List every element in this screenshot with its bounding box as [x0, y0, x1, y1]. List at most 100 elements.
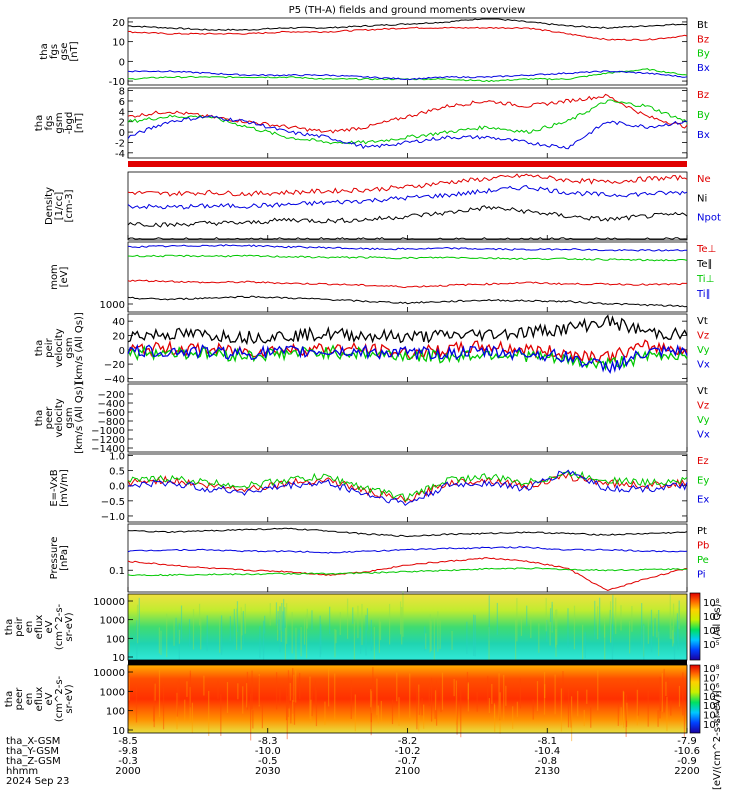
colorbar-label: [eV/(cm^2-s-sr-eV)]: [712, 690, 723, 790]
y-tick-label: -4: [115, 149, 125, 160]
series-temperature-te: [127, 295, 688, 308]
series-fgs_gse-bz: [127, 26, 688, 41]
y-axis-label-line: eV: [44, 692, 55, 705]
y-axis-label: E=-VxB[mV/m]: [49, 469, 70, 507]
y-axis-label-line: peer: [14, 687, 25, 711]
ephemeris-value: -10.6: [674, 746, 700, 757]
y-tick-label: −800: [98, 417, 125, 428]
y-tick-label: −1000: [91, 426, 125, 437]
ephemeris-value: -0.8: [537, 756, 557, 767]
y-tick-label: 1000: [100, 616, 125, 627]
ephemeris-value: -7.9: [677, 736, 697, 747]
panel-fgs_gse: thafgsgse[nT] 20 10 0 -10 Bt Bz By Bx: [39, 17, 710, 88]
series-efield-ez: [127, 473, 688, 504]
y-tick-label: −200: [98, 390, 125, 401]
y-tick-label: 1000: [100, 300, 125, 311]
colorbar-tick: 108: [703, 664, 720, 675]
y-tick-label: −20: [104, 360, 125, 371]
y-axis-label-line: (cm^2-s-: [54, 603, 65, 650]
y-axis-label-line: peir: [14, 616, 25, 636]
panel-frame: [127, 453, 688, 523]
series-density-ni: [127, 237, 688, 240]
series-pressure-pt: [127, 527, 688, 538]
ephemeris-value: 2100: [395, 766, 420, 777]
series-pressure-pb: [127, 557, 688, 592]
spectrogram: [128, 594, 687, 660]
legend-pb: Pb: [697, 541, 709, 552]
ephemeris-value: -10.0: [255, 746, 281, 757]
ephemeris-value: -8.5: [118, 736, 138, 747]
y-axis-label-line: tha: [4, 619, 15, 635]
y-tick-label: 10: [112, 726, 125, 737]
series-density-npot: [127, 184, 688, 210]
y-tick-label: 8: [119, 87, 125, 98]
colorbar-tick: 104: [703, 701, 720, 712]
colorbar-tick: 105: [703, 692, 720, 703]
legend-by: By: [697, 110, 710, 121]
spectrogram: [128, 665, 687, 733]
ephemeris-row-label: tha_Z-GSM: [6, 756, 61, 767]
figure-title: P5 (TH-A) fields and ground moments over…: [289, 5, 526, 16]
legend-pt: Pt: [697, 526, 707, 537]
legend-ti: Ti⊥: [696, 274, 714, 285]
legend-bx: Bx: [697, 130, 710, 141]
series-peir_velocity-vx: [127, 343, 688, 375]
y-tick-label: 100: [106, 707, 125, 718]
legend-ti: Ti∥: [696, 289, 711, 300]
panel-efield: E=-VxB[mV/m] 1.0 0.5 0.0 −0.5 −1.0 Ez Ey Ex: [49, 452, 709, 523]
series-temperature-te: [127, 279, 687, 289]
y-tick-label: 1000: [100, 687, 125, 698]
y-tick-label: 10000: [93, 597, 125, 608]
legend-ez: Ez: [697, 456, 709, 467]
y-tick-label: 0.0: [109, 482, 125, 493]
legend-bx: Bx: [697, 63, 710, 74]
panel-peer_en_eflux: tha peer en eflux eV (cm^2-s-sr-eV) 10000 1000 1…: [4, 664, 688, 742]
panel-density: Density[1/cc][cm-3] Ne Ni Npot: [44, 171, 721, 241]
colorbar-tick: 108: [703, 598, 720, 609]
y-tick-label: 0.1: [109, 566, 125, 577]
legend-vx: Vx: [697, 360, 710, 371]
y-tick-label: 20: [112, 331, 125, 342]
ephemeris-row-label: hhmm: [6, 766, 38, 777]
legend-vz: Vz: [697, 401, 709, 412]
ephemeris-value: -0.9: [677, 756, 697, 767]
series-pressure-pe: [127, 567, 688, 577]
legend-npot: Npot: [697, 213, 721, 224]
series-temperature-ti: [127, 244, 688, 252]
legend-vt: Vt: [697, 386, 708, 397]
legend-pi: Pi: [697, 570, 706, 581]
ephemeris-value: 2200: [674, 766, 699, 777]
y-axis-label: Pressure[nPa]: [49, 537, 70, 580]
y-tick-label: 20: [112, 18, 125, 29]
colorbar-tick: 102: [703, 720, 720, 731]
panel-pressure: Pressure[nPa] 0.1 Pt Pb Pe Pi: [49, 523, 709, 593]
ephemeris-value: -10.2: [395, 746, 421, 757]
series-fgs_gsm-bz: [127, 93, 688, 134]
legend-vy: Vy: [697, 345, 710, 356]
legend-bt: Bt: [697, 20, 708, 31]
legend-vz: Vz: [697, 331, 709, 342]
panel-frame: [127, 241, 688, 313]
legend-by: By: [697, 49, 710, 60]
legend-vy: Vy: [697, 415, 710, 426]
y-axis-label-line: eV: [44, 620, 55, 633]
y-tick-label: −1400: [91, 444, 125, 455]
y-tick-label: 6: [119, 97, 125, 108]
series-density-ne: [127, 173, 688, 197]
y-axis-label-line: sr-eV): [64, 684, 75, 713]
colorbar-tick: 106: [703, 683, 720, 694]
panel-frame: [127, 523, 688, 593]
legend-te: Te∥: [696, 259, 713, 270]
legend-pe: Pe: [697, 555, 709, 566]
colorbar-tick: 107: [703, 612, 720, 623]
series-fgs_gsm-by: [127, 99, 688, 145]
ephemeris-value: 2000: [115, 766, 140, 777]
series-fgs_gse-bx: [127, 70, 688, 81]
series-peir_velocity-vt: [127, 314, 688, 346]
series-efield-ey: [127, 470, 688, 502]
ephemeris-value: -8.3: [258, 736, 278, 747]
colorbar-tick: 107: [703, 673, 720, 684]
legend-vx: Vx: [697, 430, 710, 441]
